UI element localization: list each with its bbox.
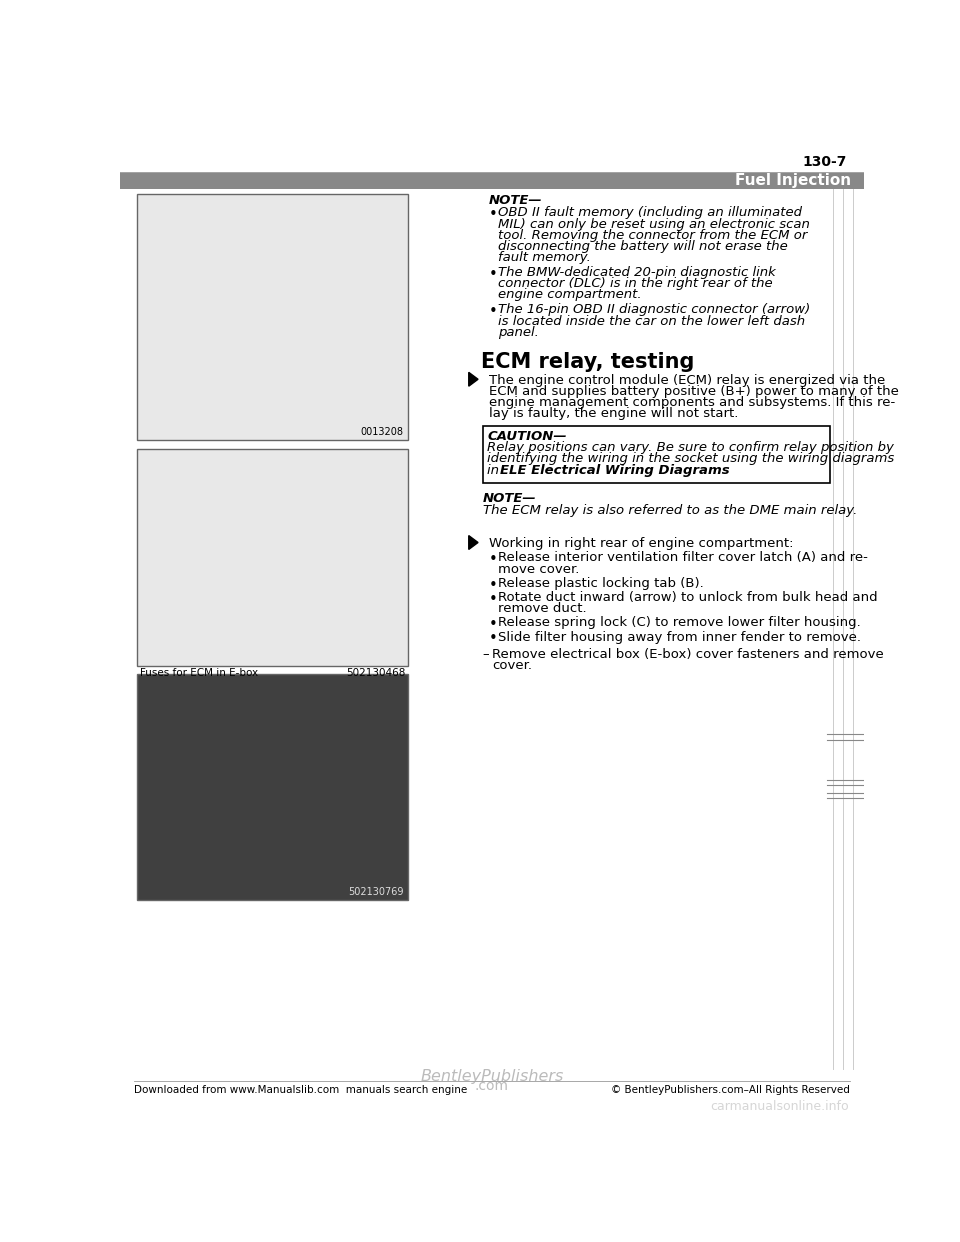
Text: connector (DLC) is in the right rear of the: connector (DLC) is in the right rear of … xyxy=(498,277,773,291)
Text: engine management components and subsystems. If this re-: engine management components and subsyst… xyxy=(489,396,895,409)
Text: 130-7: 130-7 xyxy=(803,155,847,169)
Text: CAUTION—: CAUTION— xyxy=(488,430,567,443)
Text: •: • xyxy=(489,631,497,646)
Text: Release spring lock (C) to remove lower filter housing.: Release spring lock (C) to remove lower … xyxy=(498,616,861,630)
Text: tool. Removing the connector from the ECM or: tool. Removing the connector from the EC… xyxy=(498,229,807,242)
Text: Relay positions can vary. Be sure to confirm relay position by: Relay positions can vary. Be sure to con… xyxy=(488,441,894,455)
Text: .: . xyxy=(660,463,665,477)
Text: .com: .com xyxy=(475,1079,509,1093)
Text: OBD II fault memory (including an illuminated: OBD II fault memory (including an illumi… xyxy=(498,206,803,220)
Text: is located inside the car on the lower left dash: is located inside the car on the lower l… xyxy=(498,314,805,328)
Text: •: • xyxy=(489,207,497,222)
Bar xyxy=(483,426,829,483)
Text: cover.: cover. xyxy=(492,660,532,672)
Text: carmanualsonline.info: carmanualsonline.info xyxy=(709,1100,849,1113)
Text: remove duct.: remove duct. xyxy=(498,602,587,615)
Text: •: • xyxy=(489,578,497,592)
Text: •: • xyxy=(489,617,497,632)
Text: engine compartment.: engine compartment. xyxy=(498,288,642,302)
Text: ELE Electrical Wiring Diagrams: ELE Electrical Wiring Diagrams xyxy=(500,463,730,477)
Text: in: in xyxy=(488,463,504,477)
Text: Remove electrical box (E-box) cover fasteners and remove: Remove electrical box (E-box) cover fast… xyxy=(492,648,884,661)
Bar xyxy=(137,194,408,440)
Text: NOTE—: NOTE— xyxy=(489,194,542,206)
Text: –: – xyxy=(483,648,490,661)
Text: The engine control module (ECM) relay is energized via the: The engine control module (ECM) relay is… xyxy=(489,374,885,386)
Text: ECM and supplies battery positive (B+) power to many of the: ECM and supplies battery positive (B+) p… xyxy=(489,385,899,397)
Text: move cover.: move cover. xyxy=(498,563,580,575)
Text: MIL) can only be reset using an electronic scan: MIL) can only be reset using an electron… xyxy=(498,217,810,231)
Text: Release plastic locking tab (B).: Release plastic locking tab (B). xyxy=(498,576,704,590)
Text: •: • xyxy=(489,591,497,607)
Text: 0013208: 0013208 xyxy=(361,427,403,437)
Text: identifying the wiring in the socket using the wiring diagrams: identifying the wiring in the socket usi… xyxy=(488,452,895,466)
Text: The ECM relay is also referred to as the DME main relay.: The ECM relay is also referred to as the… xyxy=(483,504,857,518)
Text: •: • xyxy=(489,304,497,319)
Text: disconnecting the battery will not erase the: disconnecting the battery will not erase… xyxy=(498,240,788,253)
Text: ECM relay, testing: ECM relay, testing xyxy=(481,353,694,373)
Text: The BMW-dedicated 20-pin diagnostic link: The BMW-dedicated 20-pin diagnostic link xyxy=(498,266,776,279)
Text: Fuses for ECM in E-box: Fuses for ECM in E-box xyxy=(140,668,258,678)
Text: Rotate duct inward (arrow) to unlock from bulk head and: Rotate duct inward (arrow) to unlock fro… xyxy=(498,591,877,604)
Text: 502130468: 502130468 xyxy=(346,668,405,678)
Text: © BentleyPublishers.com–All Rights Reserved: © BentleyPublishers.com–All Rights Reser… xyxy=(612,1084,850,1094)
Text: Working in right rear of engine compartment:: Working in right rear of engine compartm… xyxy=(489,537,793,550)
Text: •: • xyxy=(489,267,497,282)
Text: NOTE—: NOTE— xyxy=(483,493,537,505)
Text: 502130769: 502130769 xyxy=(348,887,403,897)
Bar xyxy=(137,450,408,667)
Text: Fuel Injection: Fuel Injection xyxy=(735,173,852,188)
Text: The 16-pin OBD II diagnostic connector (arrow): The 16-pin OBD II diagnostic connector (… xyxy=(498,303,810,317)
Text: Downloaded from www.Manualslib.com  manuals search engine: Downloaded from www.Manualslib.com manua… xyxy=(134,1084,468,1094)
Polygon shape xyxy=(468,535,478,549)
Text: lay is faulty, the engine will not start.: lay is faulty, the engine will not start… xyxy=(489,407,738,420)
Text: panel.: panel. xyxy=(498,325,540,339)
Text: Release interior ventilation filter cover latch (A) and re-: Release interior ventilation filter cove… xyxy=(498,551,868,564)
Text: fault memory.: fault memory. xyxy=(498,251,591,265)
Text: •: • xyxy=(489,553,497,568)
Text: BentleyPublishers: BentleyPublishers xyxy=(420,1069,564,1084)
Text: Slide filter housing away from inner fender to remove.: Slide filter housing away from inner fen… xyxy=(498,631,861,643)
Polygon shape xyxy=(468,373,478,386)
Bar xyxy=(120,173,864,189)
Bar xyxy=(137,674,408,899)
